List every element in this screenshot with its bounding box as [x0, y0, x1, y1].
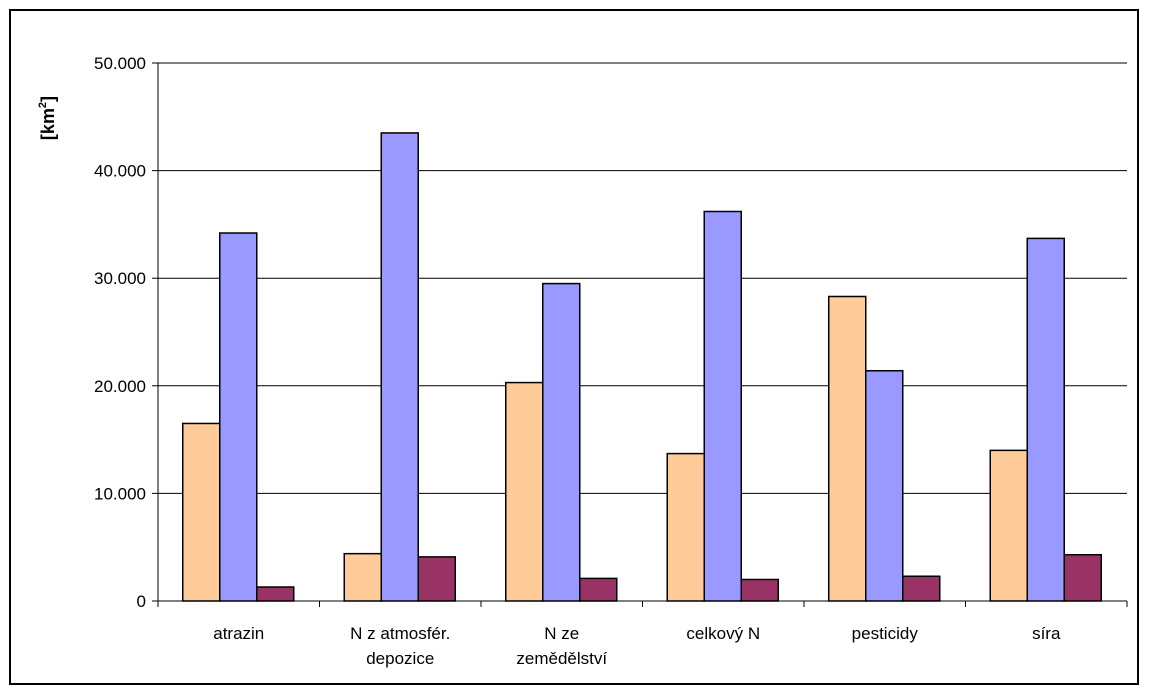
y-tick-label: 20.000	[94, 377, 146, 396]
bar	[343, 552, 382, 602]
y-tick-label: 0	[137, 592, 146, 611]
bar	[380, 132, 419, 602]
x-category-label: atrazin	[213, 624, 264, 643]
x-category-label: síra	[1032, 624, 1061, 643]
bar	[865, 369, 904, 602]
y-axis-title: [km2]	[37, 96, 58, 140]
bar	[219, 232, 258, 602]
bar	[182, 422, 221, 602]
bar	[828, 295, 867, 602]
y-tick-label: 10.000	[94, 484, 146, 503]
x-category-label: depozice	[366, 649, 434, 668]
bar	[542, 282, 581, 602]
x-category-label: N z atmosfér.	[350, 624, 450, 643]
x-category-label: celkový N	[686, 624, 760, 643]
y-tick-label: 40.000	[94, 162, 146, 181]
bar	[505, 381, 544, 602]
x-category-label: pesticidy	[852, 624, 919, 643]
bar	[740, 578, 779, 602]
bar	[1063, 553, 1102, 602]
bar	[703, 210, 742, 602]
bar	[256, 586, 295, 602]
bar	[666, 452, 705, 602]
y-tick-label: 50.000	[94, 54, 146, 73]
bar	[579, 577, 618, 602]
bar	[417, 556, 456, 602]
x-category-label: N ze	[544, 624, 579, 643]
bar	[902, 575, 941, 602]
bar	[989, 449, 1028, 602]
x-category-label: zemědělství	[516, 649, 607, 668]
y-tick-label: 30.000	[94, 269, 146, 288]
bar	[1026, 237, 1065, 602]
